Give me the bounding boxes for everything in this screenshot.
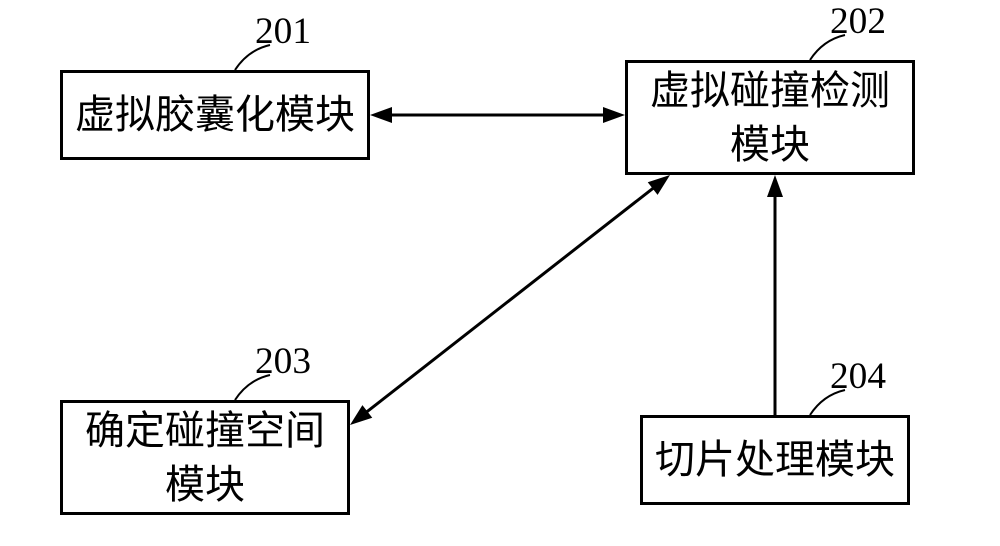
node-label: 虚拟碰撞检测 模块	[650, 64, 890, 172]
ref-label-201: 201	[255, 10, 311, 53]
node-virtual-encapsulation-module: 虚拟胶囊化模块	[60, 70, 370, 160]
ref-label-203: 203	[255, 340, 311, 383]
ref-label-204: 204	[830, 355, 886, 398]
node-virtual-collision-detection-module: 虚拟碰撞检测 模块	[625, 60, 915, 175]
diagram-canvas: 虚拟胶囊化模块 虚拟碰撞检测 模块 确定碰撞空间 模块 切片处理模块 201 2…	[0, 0, 1000, 546]
ref-label-202: 202	[830, 0, 886, 43]
node-label: 切片处理模块	[655, 433, 895, 487]
node-label: 确定碰撞空间 模块	[85, 404, 325, 512]
node-determine-collision-space-module: 确定碰撞空间 模块	[60, 400, 350, 515]
node-slice-processing-module: 切片处理模块	[640, 415, 910, 505]
node-label: 虚拟胶囊化模块	[75, 88, 355, 142]
